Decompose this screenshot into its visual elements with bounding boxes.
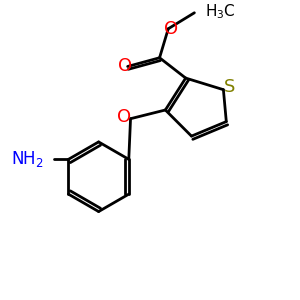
Text: H$_3$C: H$_3$C (205, 2, 235, 21)
Text: S: S (224, 78, 236, 96)
Text: NH$_2$: NH$_2$ (11, 149, 44, 169)
Text: O: O (118, 58, 132, 76)
Text: O: O (117, 108, 131, 126)
Text: O: O (164, 20, 178, 38)
